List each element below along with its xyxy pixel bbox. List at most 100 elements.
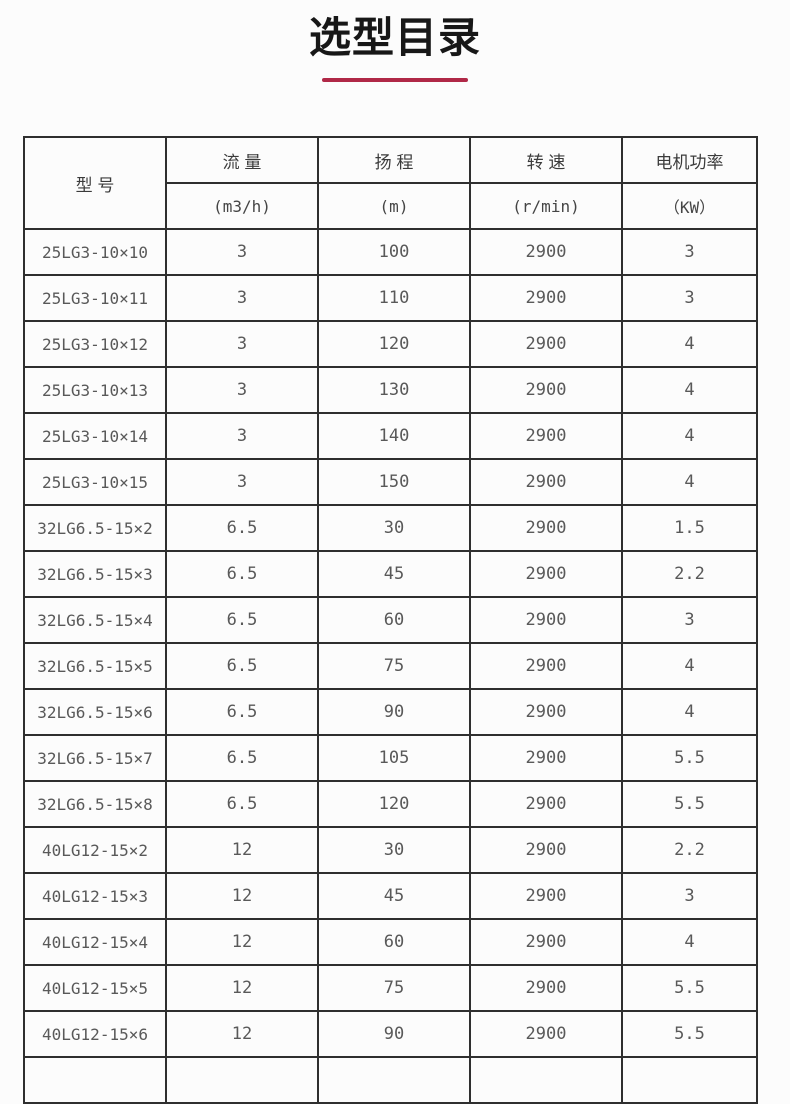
cell-flow: 3: [165, 320, 319, 369]
cell-model: 32LG6.5-15×3: [23, 550, 167, 599]
cell-power: 3: [621, 274, 758, 323]
cell-head: 110: [317, 274, 471, 323]
cell-speed: 2900: [469, 1010, 623, 1059]
cell-speed: 2900: [469, 642, 623, 691]
cell-head: 100: [317, 228, 471, 277]
cell-model: 40LG12-15×2: [23, 826, 167, 875]
table-row: 40LG12-15×6 12 90 2900 5.5: [23, 1010, 758, 1059]
cell-head: [317, 1056, 471, 1104]
cell-power: 1.5: [621, 504, 758, 553]
table-row: 40LG12-15×5 12 75 2900 5.5: [23, 964, 758, 1013]
table-row: 40LG12-15×3 12 45 2900 3: [23, 872, 758, 921]
cell-power: 4: [621, 320, 758, 369]
col-header-speed: 转 速: [469, 136, 623, 185]
cell-head: 30: [317, 826, 471, 875]
cell-head: 90: [317, 1010, 471, 1059]
col-unit-power: （KW）: [621, 182, 758, 231]
cell-model: 25LG3-10×15: [23, 458, 167, 507]
cell-model: 32LG6.5-15×2: [23, 504, 167, 553]
table-row: 40LG12-15×2 12 30 2900 2.2: [23, 826, 758, 875]
table-row: 25LG3-10×12 3 120 2900 4: [23, 320, 758, 369]
cell-speed: 2900: [469, 320, 623, 369]
cell-power: 4: [621, 458, 758, 507]
table-row: 25LG3-10×14 3 140 2900 4: [23, 412, 758, 461]
cell-model: 25LG3-10×13: [23, 366, 167, 415]
cell-flow: 12: [165, 872, 319, 921]
col-header-head: 扬 程: [317, 136, 471, 185]
cell-flow: 6.5: [165, 734, 319, 783]
col-unit-head: (m): [317, 182, 471, 231]
cell-model: 32LG6.5-15×8: [23, 780, 167, 829]
cell-flow: [165, 1056, 319, 1104]
table-row: 25LG3-10×15 3 150 2900 4: [23, 458, 758, 507]
table-row: 32LG6.5-15×7 6.5 105 2900 5.5: [23, 734, 758, 783]
cell-speed: 2900: [469, 872, 623, 921]
header-label-row: 型 号 流 量 扬 程 转 速 电机功率: [23, 136, 758, 231]
cell-flow: 12: [165, 918, 319, 967]
table-row: 32LG6.5-15×8 6.5 120 2900 5.5: [23, 780, 758, 829]
cell-flow: 12: [165, 964, 319, 1013]
cell-power: 5.5: [621, 780, 758, 829]
cell-power: [621, 1056, 758, 1104]
cell-head: 60: [317, 596, 471, 645]
cell-flow: 6.5: [165, 504, 319, 553]
cell-speed: 2900: [469, 918, 623, 967]
cell-speed: 2900: [469, 780, 623, 829]
cell-model: 40LG12-15×4: [23, 918, 167, 967]
cell-flow: 6.5: [165, 596, 319, 645]
cell-model: 32LG6.5-15×4: [23, 596, 167, 645]
cell-speed: [469, 1056, 623, 1104]
col-unit-flow: (m3/h): [165, 182, 319, 231]
cell-head: 75: [317, 964, 471, 1013]
cell-speed: 2900: [469, 550, 623, 599]
table-row: 32LG6.5-15×3 6.5 45 2900 2.2: [23, 550, 758, 599]
cell-model: 40LG12-15×5: [23, 964, 167, 1013]
cell-model: 32LG6.5-15×6: [23, 688, 167, 737]
table-body: 25LG3-10×10 3 100 2900 3 25LG3-10×11 3 110 2900 3…: [23, 228, 758, 1059]
cell-flow: 12: [165, 826, 319, 875]
cell-model: 32LG6.5-15×5: [23, 642, 167, 691]
cell-flow: 3: [165, 458, 319, 507]
cell-power: 2.2: [621, 550, 758, 599]
table-row: 25LG3-10×10 3 100 2900 3: [23, 228, 758, 277]
cell-power: 4: [621, 412, 758, 461]
col-header-flow: 流 量: [165, 136, 319, 185]
cell-flow: 3: [165, 228, 319, 277]
cell-flow: 12: [165, 1010, 319, 1059]
col-unit-speed: (r/min): [469, 182, 623, 231]
cell-flow: 3: [165, 412, 319, 461]
col-header-power: 电机功率: [621, 136, 758, 185]
cell-power: 5.5: [621, 964, 758, 1013]
cell-head: 90: [317, 688, 471, 737]
table-partial-row-container: [23, 1056, 758, 1104]
cell-speed: 2900: [469, 734, 623, 783]
cell-head: 140: [317, 412, 471, 461]
title-underline: [322, 78, 468, 83]
cell-model: 40LG12-15×3: [23, 872, 167, 921]
table-row: 25LG3-10×11 3 110 2900 3: [23, 274, 758, 323]
cell-flow: 6.5: [165, 642, 319, 691]
product-catalog-page: 选型目录 型 号 流 量 扬 程 转 速 电机功率 (m3/h) (m) (r/…: [0, 14, 790, 1104]
cell-speed: 2900: [469, 826, 623, 875]
cell-head: 60: [317, 918, 471, 967]
cell-power: 5.5: [621, 734, 758, 783]
table-row: 25LG3-10×13 3 130 2900 4: [23, 366, 758, 415]
cell-speed: 2900: [469, 458, 623, 507]
cell-power: 4: [621, 688, 758, 737]
table-row: 32LG6.5-15×2 6.5 30 2900 1.5: [23, 504, 758, 553]
table-row-partial: [23, 1056, 758, 1104]
cell-speed: 2900: [469, 596, 623, 645]
table-row: 32LG6.5-15×5 6.5 75 2900 4: [23, 642, 758, 691]
cell-power: 2.2: [621, 826, 758, 875]
cell-model: 25LG3-10×10: [23, 228, 167, 277]
cell-speed: 2900: [469, 504, 623, 553]
page-title: 选型目录: [308, 14, 481, 61]
cell-flow: 6.5: [165, 688, 319, 737]
cell-power: 4: [621, 918, 758, 967]
cell-power: 3: [621, 228, 758, 277]
cell-head: 75: [317, 642, 471, 691]
table-row: 32LG6.5-15×6 6.5 90 2900 4: [23, 688, 758, 737]
cell-speed: 2900: [469, 964, 623, 1013]
cell-head: 150: [317, 458, 471, 507]
cell-power: 5.5: [621, 1010, 758, 1059]
